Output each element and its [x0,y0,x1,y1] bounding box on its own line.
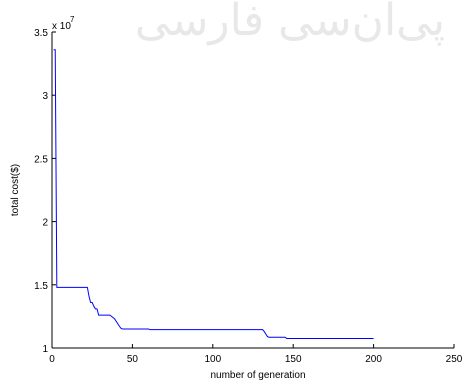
watermark: پی‌ان‌سی فارسی [135,0,445,46]
y-scale-factor: x 10 [52,21,71,32]
y-tick-label: 3 [42,91,48,102]
y-tick-label: 1 [42,344,48,355]
x-tick-label: 100 [204,354,221,365]
y-tick-label: 1.5 [34,281,48,292]
x-tick-label: 0 [49,354,55,365]
y-scale-exponent: 7 [70,15,75,24]
axes [51,32,454,349]
watermark-text: پی‌ان‌سی فارسی [135,0,445,46]
x-tick-label: 200 [365,354,382,365]
y-tick-label: 2 [42,218,48,229]
x-tick-label: 250 [446,354,463,365]
ticks [51,31,455,349]
series-layer [53,49,374,340]
tick-labels: 0 50 100 150 200 250 1 1.5 2 2.5 3 3.5 [34,28,463,365]
x-tick-label: 50 [127,354,139,365]
series-line [53,49,374,340]
y-tick-label: 2.5 [34,154,48,165]
x-axis-label: number of generation [210,370,305,381]
y-tick-label: 3.5 [34,28,48,39]
x-tick-label: 150 [285,354,302,365]
y-axis-label: total cost($) [10,164,21,216]
